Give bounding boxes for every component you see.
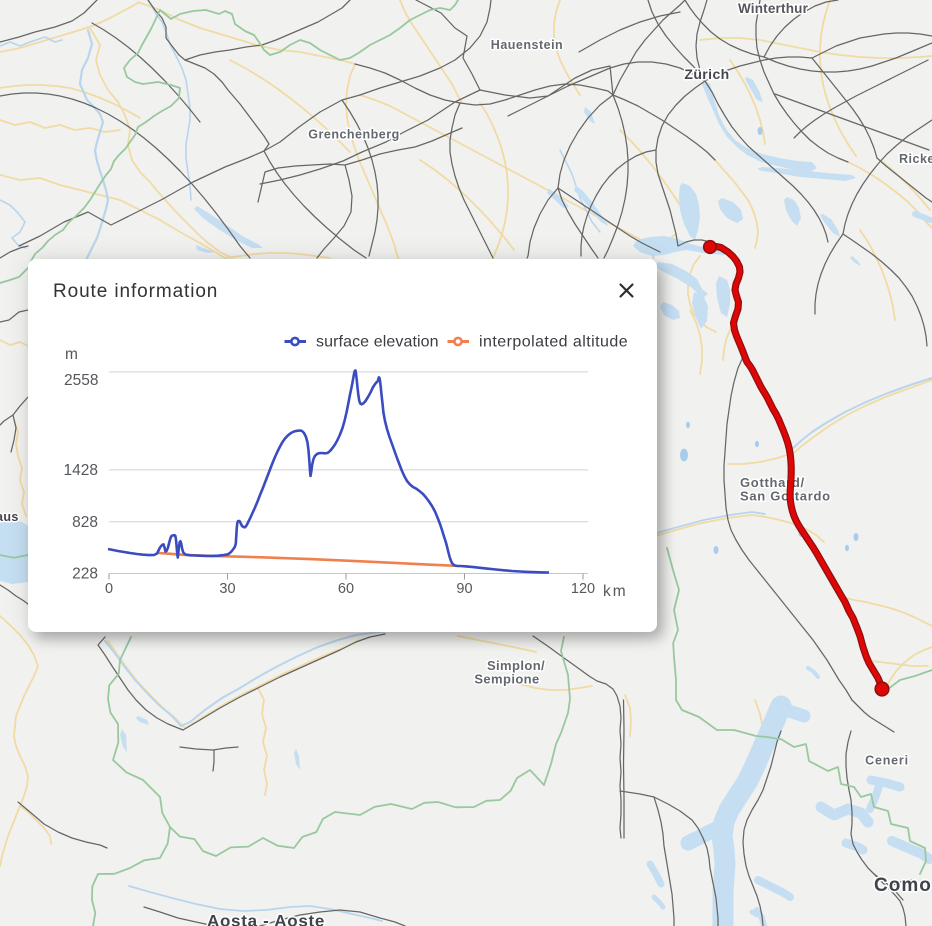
svg-text:828: 828	[72, 514, 98, 531]
svg-text:Aosta - Aoste: Aosta - Aoste	[207, 912, 325, 926]
svg-text:Hauenstein: Hauenstein	[491, 38, 563, 52]
svg-text:Sempione: Sempione	[474, 672, 539, 687]
svg-text:0: 0	[105, 581, 113, 597]
svg-text:228: 228	[72, 565, 98, 582]
svg-text:aus: aus	[0, 510, 19, 524]
svg-text:90: 90	[456, 581, 472, 597]
svg-text:surface elevation: surface elevation	[316, 333, 439, 350]
svg-text:Ceneri: Ceneri	[865, 754, 909, 768]
svg-text:60: 60	[338, 581, 354, 597]
svg-text:1428: 1428	[64, 462, 98, 479]
svg-text:2558: 2558	[64, 372, 98, 389]
svg-text:Grenchenberg: Grenchenberg	[308, 128, 399, 142]
svg-text:m: m	[65, 346, 78, 363]
svg-text:30: 30	[219, 581, 235, 597]
svg-text:120: 120	[571, 581, 595, 597]
svg-text:Ricken: Ricken	[899, 152, 932, 166]
svg-text:km: km	[603, 583, 628, 600]
svg-text:Simplon/: Simplon/	[487, 658, 545, 673]
svg-text:Como: Como	[874, 875, 932, 896]
svg-text:San Gottardo: San Gottardo	[740, 489, 831, 504]
svg-text:Winterthur: Winterthur	[738, 1, 809, 16]
svg-text:interpolated altitude: interpolated altitude	[479, 333, 628, 350]
svg-text:Zürich: Zürich	[684, 66, 729, 82]
